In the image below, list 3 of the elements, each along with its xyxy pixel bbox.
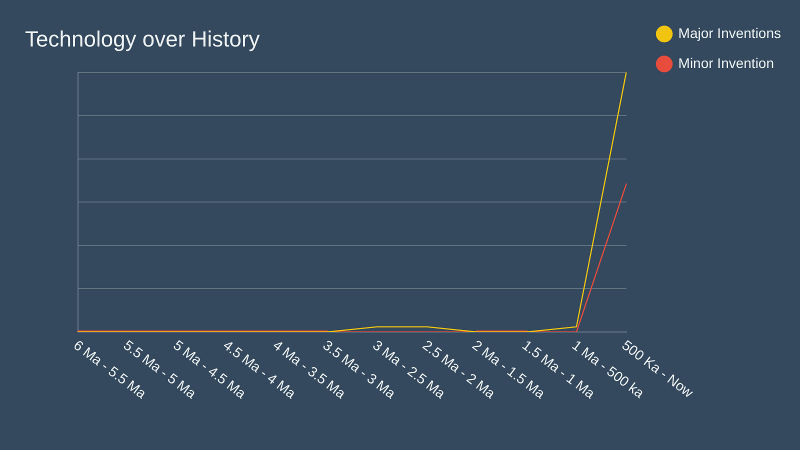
chart-title: Technology over History bbox=[25, 26, 260, 52]
legend-label: Minor Invention bbox=[678, 54, 774, 71]
legend-label: Major Inventions bbox=[678, 24, 781, 41]
